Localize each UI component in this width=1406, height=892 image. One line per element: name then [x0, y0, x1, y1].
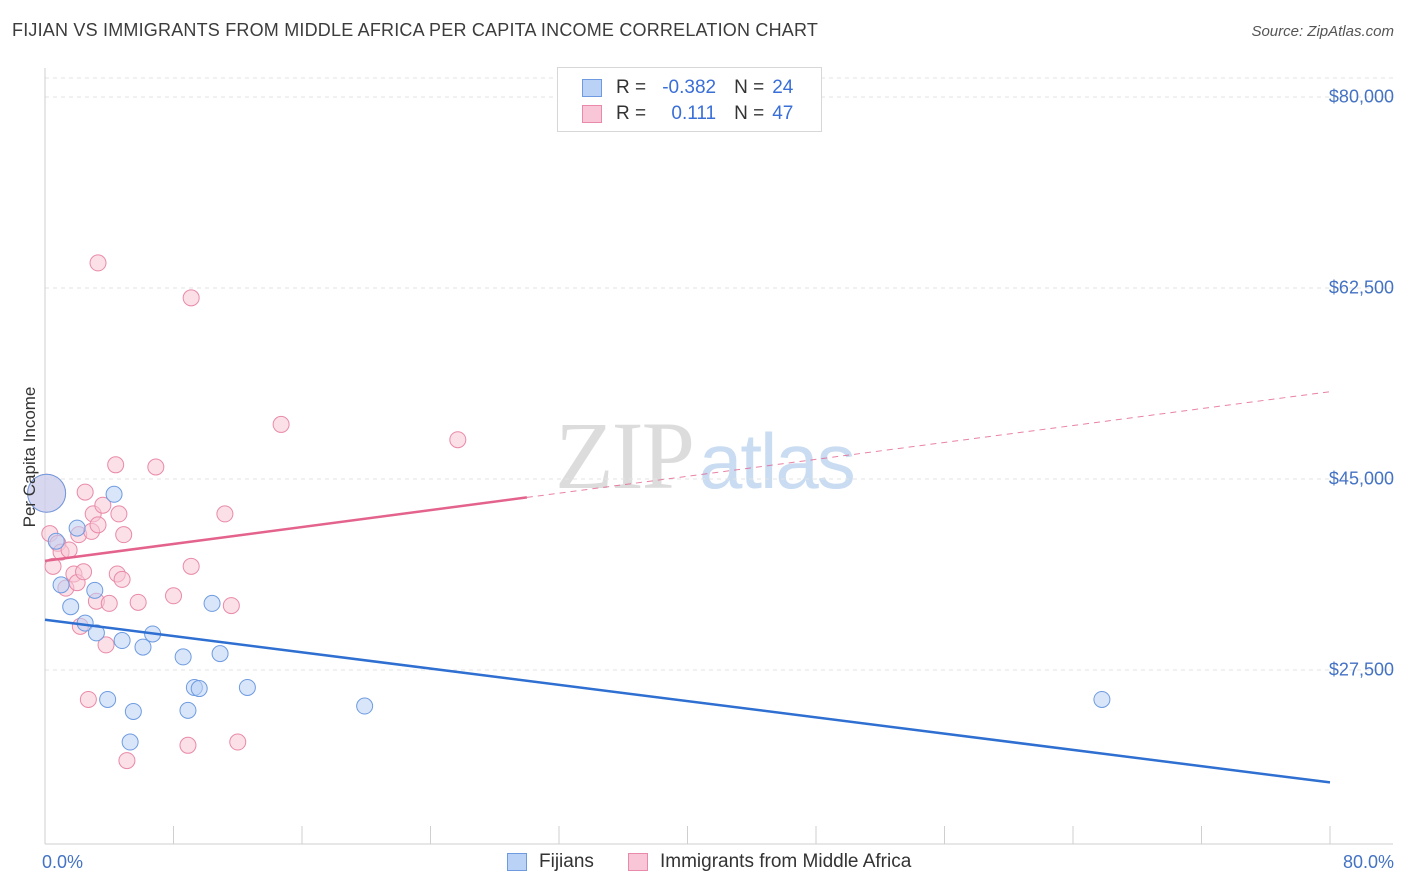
y-axis-label: Per Capita Income: [20, 386, 39, 528]
fijian-point: [52, 576, 70, 594]
immigrant-point: [115, 526, 133, 544]
immigrant-point: [182, 557, 200, 575]
immigrant-point: [76, 483, 94, 501]
chart-title: FIJIAN VS IMMIGRANTS FROM MIDDLE AFRICA …: [12, 20, 819, 40]
fijian-trend-line: [44, 618, 1331, 784]
immigrant-point: [75, 563, 93, 581]
r-value: 0.111: [671, 103, 717, 124]
n-value: 24: [772, 77, 794, 98]
fijian-point: [105, 485, 123, 503]
x-tick-label-max: 80.0%: [1342, 852, 1394, 872]
fijian-point: [238, 678, 256, 696]
legend-item-fijians[interactable]: Fijians: [507, 851, 594, 873]
fijian-point: [179, 701, 197, 719]
watermark-atlas: atlas: [699, 417, 856, 505]
watermark: ZIPatlas: [555, 400, 856, 511]
immigrant-point: [449, 431, 467, 449]
immigrant-point: [229, 733, 247, 751]
fijian-point: [99, 690, 117, 708]
legend-row-immigrants: R = 0.111 N = 47: [582, 102, 793, 126]
immigrant-swatch: [582, 105, 602, 123]
fijian-point: [356, 697, 374, 715]
fijian-point: [174, 648, 192, 666]
fijian-point: [124, 702, 142, 720]
fijian-point: [47, 532, 65, 550]
immigrant-point: [216, 505, 234, 523]
immigrant-point: [113, 570, 131, 588]
fijian-point: [1093, 690, 1111, 708]
fijian-point: [27, 473, 67, 513]
fijian-point: [68, 519, 86, 537]
watermark-zip: ZIP: [555, 402, 695, 509]
fijian-point: [203, 594, 221, 612]
legend-label: Fijians: [539, 851, 594, 872]
immigrant-point: [110, 505, 128, 523]
immigrant-trend-line-extension: [526, 391, 1331, 498]
fijian-point: [121, 733, 139, 751]
immigrant-point: [179, 736, 197, 754]
immigrant-point: [272, 415, 290, 433]
correlation-legend: R = -0.382 N = 24 R = 0.111 N = 47: [557, 67, 822, 132]
immigrant-point: [165, 587, 182, 605]
x-tick-label-min: 0.0%: [42, 852, 84, 872]
fijian-point: [211, 645, 229, 663]
immigrant-point: [44, 557, 62, 575]
legend-row-fijians: R = -0.382 N = 24: [582, 76, 793, 100]
fijian-point: [62, 598, 80, 616]
immigrant-trend-line: [44, 496, 528, 563]
immigrant-point: [222, 597, 240, 615]
immigrant-point: [118, 752, 136, 770]
n-value: 47: [772, 103, 794, 124]
n-label: N =: [734, 77, 765, 98]
immigrant-point: [97, 636, 115, 654]
r-value: -0.382: [662, 77, 717, 98]
y-tick-label: $27,500: [1328, 659, 1394, 680]
immigrant-point: [107, 456, 125, 474]
immigrant-point: [147, 458, 165, 476]
y-tick-label: $80,000: [1328, 86, 1394, 107]
fijian-point: [87, 624, 105, 642]
immigrant-point: [89, 516, 107, 534]
immigrant-point: [94, 496, 112, 514]
y-tick-label: $62,500: [1328, 277, 1394, 298]
fijian-point: [113, 632, 131, 650]
source-label: Source: ZipAtlas.com: [1251, 23, 1394, 40]
legend-item-immigrants[interactable]: Immigrants from Middle Africa: [628, 851, 911, 873]
fijian-point: [134, 638, 152, 656]
y-tick-label: $45,000: [1328, 468, 1394, 489]
immigrant-point: [79, 690, 97, 708]
immigrant-point: [182, 289, 200, 307]
fijian-swatch: [582, 79, 602, 97]
r-label: R =: [616, 77, 647, 98]
immigrant-point: [100, 594, 118, 612]
r-label: R =: [616, 103, 647, 124]
n-label: N =: [734, 103, 765, 124]
immigrant-swatch: [628, 853, 648, 871]
fijian-point: [86, 581, 104, 599]
immigrant-point: [89, 254, 107, 272]
fijian-point: [190, 680, 208, 698]
fijian-swatch: [507, 853, 527, 871]
immigrant-point: [129, 593, 147, 611]
legend-label: Immigrants from Middle Africa: [660, 851, 912, 872]
